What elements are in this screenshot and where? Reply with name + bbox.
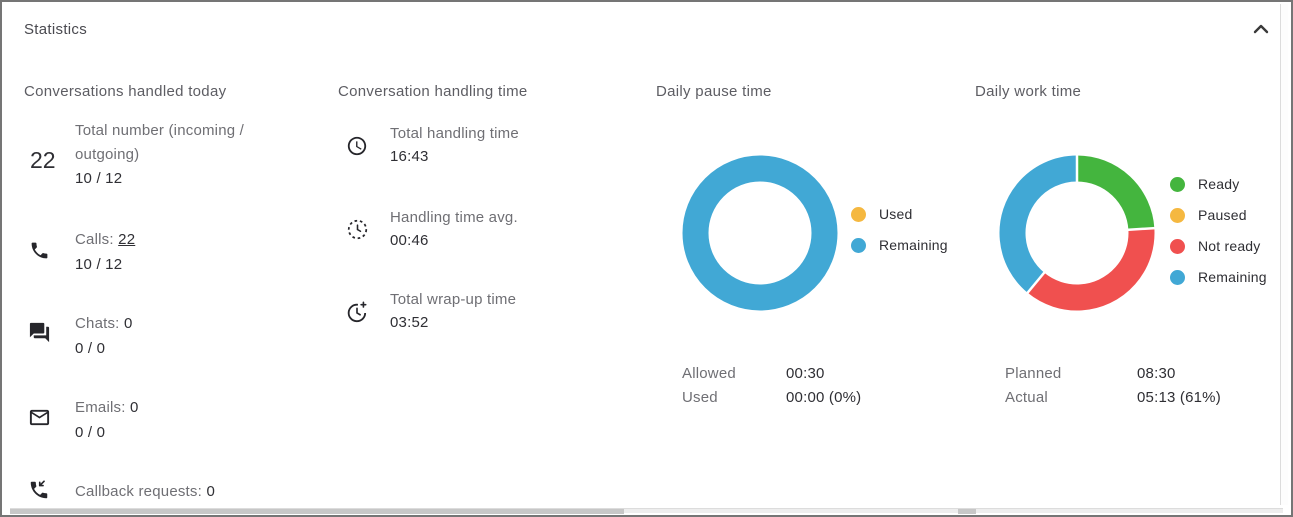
chevron-up-icon[interactable] bbox=[1253, 24, 1269, 34]
used-legend-dot bbox=[851, 206, 866, 222]
emails-count: 0 bbox=[130, 399, 139, 416]
callback-label: Callback requests: bbox=[75, 483, 202, 500]
planned-label: Planned bbox=[1005, 365, 1062, 382]
ready-legend-dot bbox=[1170, 176, 1185, 192]
daily-pause-header: Daily pause time bbox=[656, 83, 772, 100]
used-label: Used bbox=[682, 389, 718, 406]
calls-count-link[interactable]: 22 bbox=[118, 231, 136, 248]
calls-label: Calls: bbox=[75, 231, 114, 248]
chats-label: Chats: bbox=[75, 315, 120, 332]
paused-legend-label: Paused bbox=[1198, 207, 1247, 223]
emails-detail: 0 / 0 bbox=[75, 424, 106, 441]
planned-value: 08:30 bbox=[1137, 365, 1176, 382]
daily-work-donut-chart bbox=[999, 155, 1155, 311]
clock-icon bbox=[347, 136, 367, 156]
horizontal-scrollbar-thumb[interactable] bbox=[10, 509, 624, 514]
callback-count: 0 bbox=[206, 483, 215, 500]
allowed-label: Allowed bbox=[682, 365, 736, 382]
total-label-line2: outgoing) bbox=[75, 146, 140, 163]
actual-value: 05:13 (61%) bbox=[1137, 389, 1221, 406]
phone-icon bbox=[31, 242, 48, 259]
total-handling-time-label: Total handling time bbox=[390, 125, 519, 142]
work-legend-ready[interactable]: Ready bbox=[1170, 176, 1239, 192]
pause-legend-used[interactable]: Used bbox=[851, 206, 912, 222]
clock-plus-icon bbox=[347, 301, 367, 323]
not-ready-legend-label: Not ready bbox=[1198, 238, 1261, 254]
horizontal-scrollbar-thumb-2[interactable] bbox=[958, 509, 976, 514]
chats-count: 0 bbox=[124, 315, 133, 332]
handling-time-avg-value: 00:46 bbox=[390, 232, 429, 249]
work-remaining-legend-dot bbox=[1170, 269, 1185, 285]
email-icon bbox=[29, 409, 50, 426]
pause-legend-remaining[interactable]: Remaining bbox=[851, 237, 948, 253]
wrap-up-time-value: 03:52 bbox=[390, 314, 429, 331]
allowed-value: 00:30 bbox=[786, 365, 825, 382]
total-detail: 10 / 12 bbox=[75, 170, 123, 187]
daily-pause-donut-chart bbox=[682, 155, 838, 311]
horizontal-scrollbar-track[interactable] bbox=[10, 508, 1283, 514]
callback-phone-icon bbox=[30, 480, 48, 499]
work-legend-remaining[interactable]: Remaining bbox=[1170, 269, 1267, 285]
wrap-up-time-label: Total wrap-up time bbox=[390, 291, 517, 308]
work-remaining-legend-label: Remaining bbox=[1198, 269, 1267, 285]
used-value: 00:00 (0%) bbox=[786, 389, 862, 406]
emails-label: Emails: bbox=[75, 399, 126, 416]
remaining-legend-dot bbox=[851, 237, 866, 253]
conversations-header: Conversations handled today bbox=[24, 83, 227, 100]
handling-time-avg-label: Handling time avg. bbox=[390, 209, 518, 226]
panel-title: Statistics bbox=[24, 21, 88, 38]
clock-dashed-icon bbox=[347, 219, 368, 240]
ready-legend-label: Ready bbox=[1198, 176, 1240, 192]
actual-label: Actual bbox=[1005, 389, 1048, 406]
vertical-scrollbar-track[interactable] bbox=[1280, 4, 1288, 505]
calls-detail: 10 / 12 bbox=[75, 256, 123, 273]
total-conversations-value: 22 bbox=[30, 147, 56, 173]
daily-work-header: Daily work time bbox=[975, 83, 1082, 100]
chats-detail: 0 / 0 bbox=[75, 340, 106, 357]
total-label-line1: Total number (incoming / bbox=[75, 122, 245, 139]
paused-legend-dot bbox=[1170, 207, 1185, 223]
used-legend-label: Used bbox=[879, 206, 913, 222]
remaining-legend-label: Remaining bbox=[879, 237, 948, 253]
not-ready-legend-dot bbox=[1170, 238, 1185, 254]
chat-icon bbox=[29, 322, 50, 343]
total-handling-time-value: 16:43 bbox=[390, 148, 429, 165]
handling-time-header: Conversation handling time bbox=[338, 83, 528, 100]
work-legend-paused[interactable]: Paused bbox=[1170, 207, 1247, 223]
work-legend-not-ready[interactable]: Not ready bbox=[1170, 238, 1261, 254]
